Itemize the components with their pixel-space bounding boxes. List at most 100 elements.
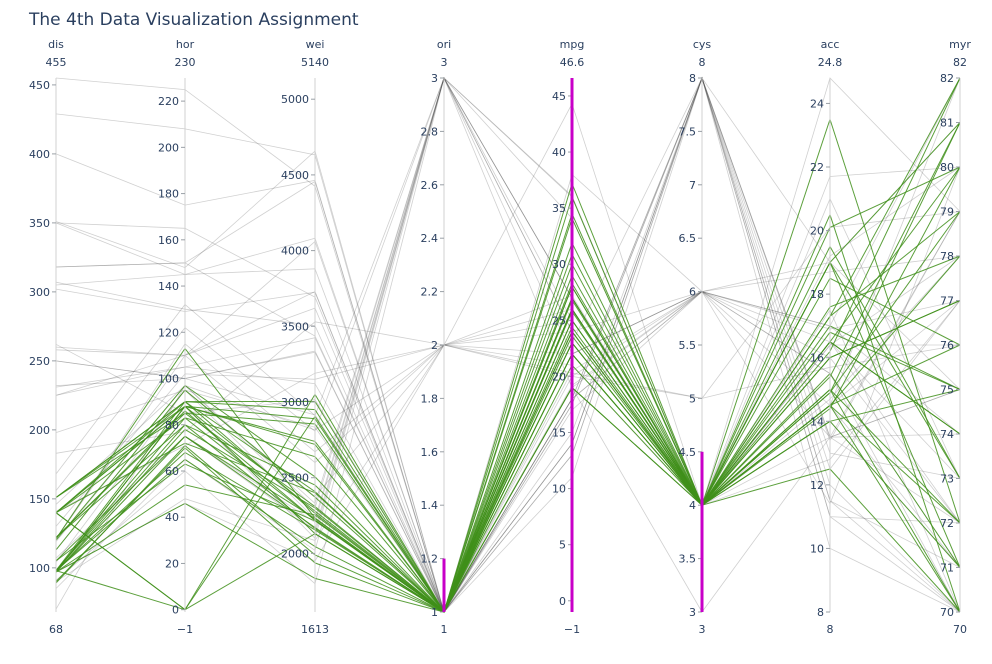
axis-range-min: 3 xyxy=(699,623,706,636)
tick-label: 35 xyxy=(552,202,566,215)
axis-mpg[interactable]: mpg 46.6 −1 0 5 10 15 20 25 30 35 40 45 xyxy=(552,38,584,636)
record-line xyxy=(55,343,961,540)
record-line xyxy=(55,291,961,613)
axis-hor[interactable]: hor 230 −1 0 20 40 60 80 100 120 140 160 180 200 220 xyxy=(158,38,196,636)
tick-label: 45 xyxy=(552,90,566,103)
axis-range-max: 24.8 xyxy=(818,56,843,69)
record-line-selected xyxy=(55,262,961,613)
record-line-selected xyxy=(55,277,961,613)
axis-name: acc xyxy=(821,38,840,51)
brush-selection-ori[interactable] xyxy=(442,558,446,612)
tick-label: 5 xyxy=(689,392,696,405)
record-line xyxy=(55,76,961,613)
record-line xyxy=(55,211,961,454)
tick-label: 75 xyxy=(940,384,954,397)
tick-label: 72 xyxy=(940,517,954,530)
tick-label: 12 xyxy=(810,479,824,492)
tick-label: 80 xyxy=(940,161,954,174)
tick-label: 3 xyxy=(431,72,438,85)
record-line xyxy=(55,255,961,613)
tick-label: 5000 xyxy=(281,93,309,106)
axis-ori[interactable]: ori 3 11 1.2 1.4 1.6 1.8 2 2.2 2.4 2.6 2.8 3 xyxy=(421,38,452,636)
tick-label: 6 xyxy=(689,286,696,299)
chart-title: The 4th Data Visualization Assignment xyxy=(28,10,359,30)
record-line-selected xyxy=(55,166,961,614)
record-line xyxy=(55,77,961,613)
record-line-selected xyxy=(55,255,961,613)
axis-range-max: 455 xyxy=(46,56,67,69)
record-line xyxy=(55,76,961,613)
record-line xyxy=(55,291,961,613)
tick-label: 2.4 xyxy=(421,232,439,245)
record-line xyxy=(55,76,961,613)
tick-label: 3500 xyxy=(281,320,309,333)
axis-range-min: 70 xyxy=(953,623,967,636)
axis-range-min: 8 xyxy=(827,623,834,636)
record-line xyxy=(55,291,961,613)
tick-label: 4.5 xyxy=(679,446,697,459)
tick-label: 76 xyxy=(940,339,954,352)
record-line-selected xyxy=(55,347,961,613)
tick-label: 4 xyxy=(689,499,696,512)
axis-myr[interactable]: myr 82 70 70 71 72 73 74 75 76 77 78 79 80 81 82 xyxy=(940,38,971,636)
record-line xyxy=(55,300,961,540)
tick-label: 2000 xyxy=(281,547,309,560)
tick-label: 14 xyxy=(810,415,824,428)
tick-label: 1.8 xyxy=(421,392,439,405)
tick-label: 100 xyxy=(29,562,50,575)
axis-range-max: 8 xyxy=(699,56,706,69)
brush-selection-cys[interactable] xyxy=(700,451,704,612)
record-line-selected xyxy=(55,122,961,613)
axis-wei[interactable]: wei 5140 1613 2000 2500 3000 3500 4000 4500 5000 xyxy=(281,38,329,636)
axis-name: wei xyxy=(306,38,325,51)
tick-label: 20 xyxy=(165,557,179,570)
axis-cys[interactable]: cys 8 33 3.5 4 4.5 5 5.5 6 6.5 7 7.5 8 xyxy=(679,38,712,636)
tick-label: 79 xyxy=(940,206,954,219)
axis-acc[interactable]: acc 24.8 88 10 12 14 16 18 20 22 24 xyxy=(810,38,842,636)
axis-range-min: 68 xyxy=(49,623,63,636)
tick-label: 1.4 xyxy=(421,499,439,512)
axis-name: cys xyxy=(693,38,712,51)
tick-label: 24 xyxy=(810,97,824,110)
tick-label: 0 xyxy=(559,595,566,608)
tick-label: 60 xyxy=(165,465,179,478)
brush-selection-mpg[interactable] xyxy=(570,78,574,612)
tick-label: 120 xyxy=(158,326,179,339)
record-line xyxy=(55,76,961,613)
tick-label: 20 xyxy=(552,370,566,383)
record-line xyxy=(55,197,961,573)
tick-label: 5.5 xyxy=(679,339,697,352)
tick-label: 400 xyxy=(29,148,50,161)
record-line-selected xyxy=(55,245,961,613)
unselected-lines xyxy=(55,76,961,614)
record-line-selected xyxy=(55,77,961,614)
tick-label: 200 xyxy=(29,424,50,437)
record-line xyxy=(55,76,961,613)
tick-label: 10 xyxy=(552,483,566,496)
selected-lines xyxy=(55,77,961,614)
axes: dis45568100150200250300350400450hor230−1… xyxy=(29,38,971,636)
record-line-selected xyxy=(55,252,961,613)
tick-label: 30 xyxy=(552,258,566,271)
axis-name: ori xyxy=(437,38,451,51)
tick-label: 220 xyxy=(158,95,179,108)
record-line-selected xyxy=(55,122,961,614)
record-line xyxy=(55,76,961,613)
record-line xyxy=(55,76,961,613)
tick-label: 1 xyxy=(431,606,438,619)
record-line xyxy=(55,344,961,527)
tick-label: 80 xyxy=(165,419,179,432)
record-line xyxy=(55,76,961,505)
tick-label: 73 xyxy=(940,473,954,486)
tick-label: 71 xyxy=(940,562,954,575)
axis-range-max: 46.6 xyxy=(560,56,585,69)
record-line xyxy=(55,76,961,613)
axis-range-max: 230 xyxy=(175,56,196,69)
axis-dis[interactable]: dis 455 68 100 150 200 250 300 350 400 450 xyxy=(29,38,67,636)
tick-label: 250 xyxy=(29,355,50,368)
record-line xyxy=(55,77,961,542)
record-line xyxy=(55,291,961,613)
record-line-selected xyxy=(55,122,961,614)
tick-label: 4500 xyxy=(281,169,309,182)
record-line xyxy=(55,77,961,512)
